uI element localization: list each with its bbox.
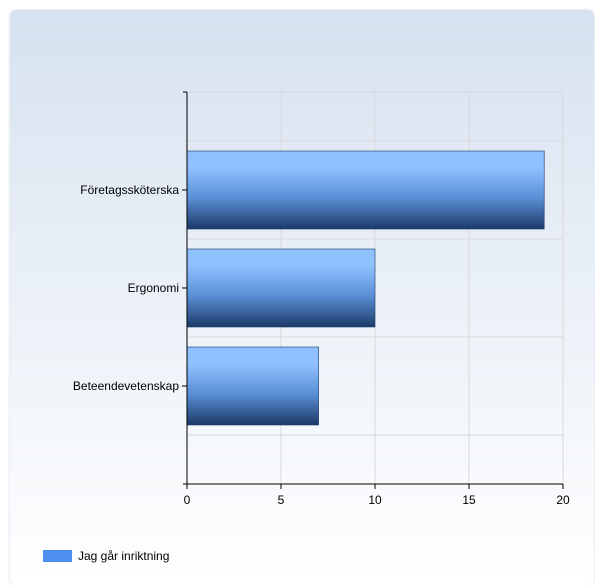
x-tick-label: 15 [462,493,476,507]
x-tick-label: 0 [184,493,191,507]
bar [186,248,376,328]
category-label: Företagssköterska [80,183,179,197]
legend: Jag går inriktning [43,548,169,564]
bar [186,150,545,230]
category-label: Beteendevetenskap [73,379,179,393]
x-tick-label: 5 [278,493,285,507]
legend-label: Jag går inriktning [78,549,170,563]
tick-labels: 0 5 10 15 20 Företagssköterska Ergonomi Beteend… [73,183,570,507]
x-tick-label: 10 [368,493,382,507]
legend-swatch [43,550,72,562]
x-tick-label: 20 [556,493,570,507]
category-label: Ergonomi [128,281,179,295]
bars [186,150,545,426]
axes [182,91,564,489]
bar [186,346,319,426]
